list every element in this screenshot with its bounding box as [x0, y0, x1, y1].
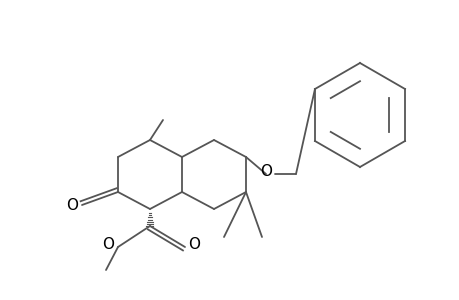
Text: O: O [102, 238, 114, 253]
Text: O: O [259, 164, 271, 179]
Text: O: O [188, 238, 200, 253]
Text: O: O [66, 197, 78, 212]
